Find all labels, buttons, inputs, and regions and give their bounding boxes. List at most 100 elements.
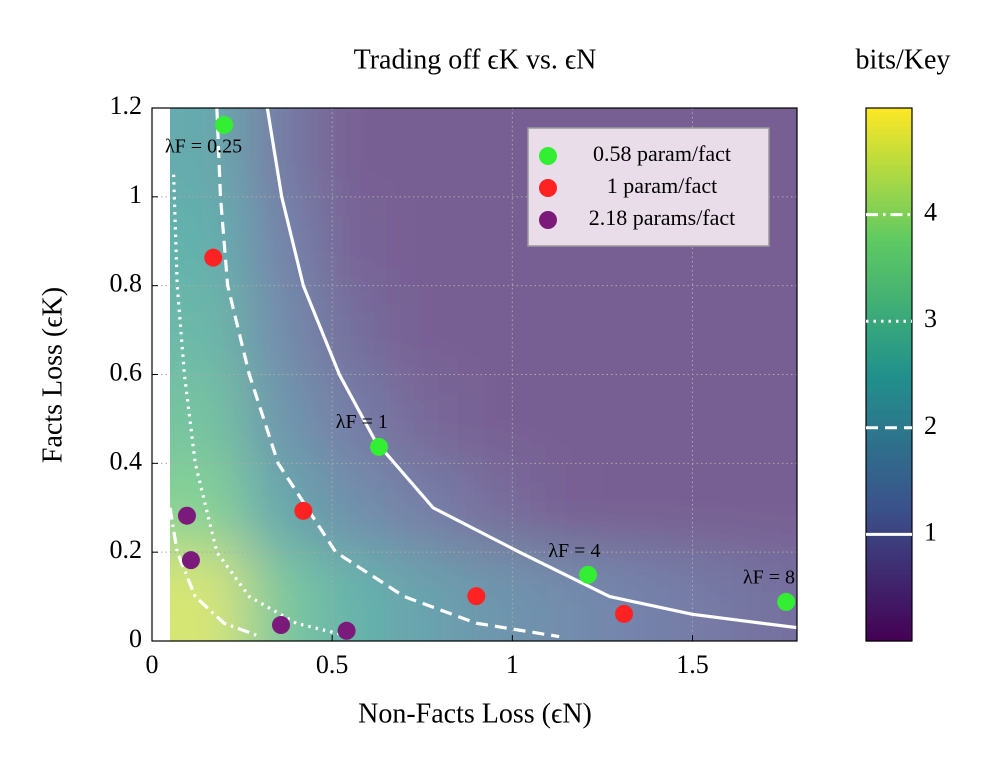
x-axis-label: Non-Facts Loss (ϵN): [358, 698, 592, 729]
colorbar-band: [866, 418, 912, 424]
colorbar-band: [866, 463, 912, 469]
colorbar-band: [866, 534, 912, 540]
heatmap-cell: [386, 463, 459, 553]
heatmap-cell: [746, 374, 797, 464]
colorbar-band: [866, 583, 912, 589]
colorbar-band: [866, 352, 912, 358]
heatmap-cell: [602, 552, 675, 641]
colorbar-band: [866, 609, 912, 615]
colorbar-band: [866, 121, 912, 127]
colorbar-band: [866, 210, 912, 216]
colorbar-tick-label: 4: [924, 198, 937, 227]
point: [215, 115, 234, 134]
colorbar-band: [866, 436, 912, 442]
colorbar-band: [866, 516, 912, 522]
heatmap-cell: [674, 374, 748, 464]
colorbar-band: [866, 543, 912, 549]
y-tick-label: 0.8: [110, 269, 143, 298]
colorbar-band: [866, 432, 912, 438]
colorbar-band: [866, 614, 912, 620]
colorbar-band: [866, 632, 912, 638]
colorbar-band: [866, 378, 912, 384]
heatmap-cell: [314, 463, 387, 553]
annotation: λF = 4: [548, 540, 600, 562]
point: [467, 587, 486, 606]
colorbar-band: [866, 467, 912, 473]
colorbar-tick-label: 2: [924, 411, 937, 440]
colorbar-band: [866, 330, 912, 336]
heatmap-cell: [242, 285, 315, 375]
point: [615, 604, 634, 623]
colorbar-band: [866, 561, 912, 567]
colorbar-band: [866, 405, 912, 411]
y-axis-label: Facts Loss (ϵK): [37, 287, 68, 463]
colorbar-band: [866, 192, 912, 198]
colorbar-band: [866, 232, 912, 238]
point: [204, 248, 223, 267]
colorbar-band: [866, 618, 912, 624]
legend-marker: [539, 211, 557, 229]
heatmap-cell: [386, 374, 459, 464]
colorbar-band: [866, 356, 912, 362]
contour-line: [170, 507, 261, 639]
chart-title: Trading off ϵK vs. ϵN: [354, 44, 597, 75]
colorbar-band: [866, 427, 912, 433]
heatmap-cell: [674, 285, 748, 375]
heatmap-cell: [314, 285, 387, 375]
colorbar-band: [866, 276, 912, 282]
heatmap-cell: [602, 285, 675, 375]
colorbar-band: [866, 307, 912, 313]
colorbar-band: [866, 321, 912, 327]
colorbar-band: [866, 489, 912, 496]
heatmap-cell: [458, 552, 531, 641]
legend-label: 2.18 params/fact: [589, 205, 736, 230]
colorbar-band: [866, 401, 912, 407]
colorbar-band: [866, 503, 912, 509]
colorbar-band: [866, 343, 912, 349]
colorbar-band: [866, 134, 912, 140]
y-tick-label: 0.4: [110, 446, 143, 475]
colorbar-band: [866, 552, 912, 558]
point: [272, 616, 290, 635]
legend-label: 0.58 param/fact: [593, 141, 731, 166]
y-tick-label: 0: [129, 624, 142, 653]
colorbar-band: [866, 574, 912, 580]
y-tick-label: 1: [129, 180, 142, 209]
heatmap-cell: [314, 196, 387, 287]
colorbar-band: [866, 179, 912, 185]
colorbar-band: [866, 636, 912, 642]
heatmap-cell: [746, 285, 797, 375]
point: [370, 437, 389, 456]
heatmap-cell: [458, 108, 531, 198]
colorbar-band: [866, 565, 912, 571]
legend-marker: [539, 147, 557, 165]
colorbar-band: [866, 161, 912, 167]
x-tick-label: 0: [146, 650, 159, 679]
colorbar-frame: [865, 107, 913, 642]
colorbar-band: [866, 325, 912, 331]
heatmap-cell: [170, 374, 243, 464]
colorbar-band: [866, 521, 912, 527]
x-tick-label: 1.5: [676, 650, 709, 679]
colorbar-band: [866, 623, 912, 629]
colorbar-band: [866, 481, 912, 487]
heatmap-cell: [386, 196, 459, 287]
heatmap-cell: [386, 285, 459, 375]
point: [177, 506, 196, 525]
colorbar-band: [866, 187, 912, 193]
colorbar-band: [866, 556, 912, 562]
colorbar-band: [866, 392, 912, 398]
colorbar-band: [866, 201, 912, 207]
colorbar-band: [866, 125, 912, 131]
colorbar-band: [866, 250, 912, 256]
colorbar-band: [866, 112, 912, 118]
colorbar-band: [866, 298, 912, 305]
legend-box: [527, 127, 770, 247]
colorbar-band: [866, 529, 912, 535]
x-tick-label: 0.5: [316, 650, 349, 679]
colorbar-band: [866, 196, 912, 202]
colorbar-band: [866, 183, 912, 189]
colorbar-tick-label: 1: [924, 517, 937, 546]
colorbar-band: [866, 596, 912, 602]
